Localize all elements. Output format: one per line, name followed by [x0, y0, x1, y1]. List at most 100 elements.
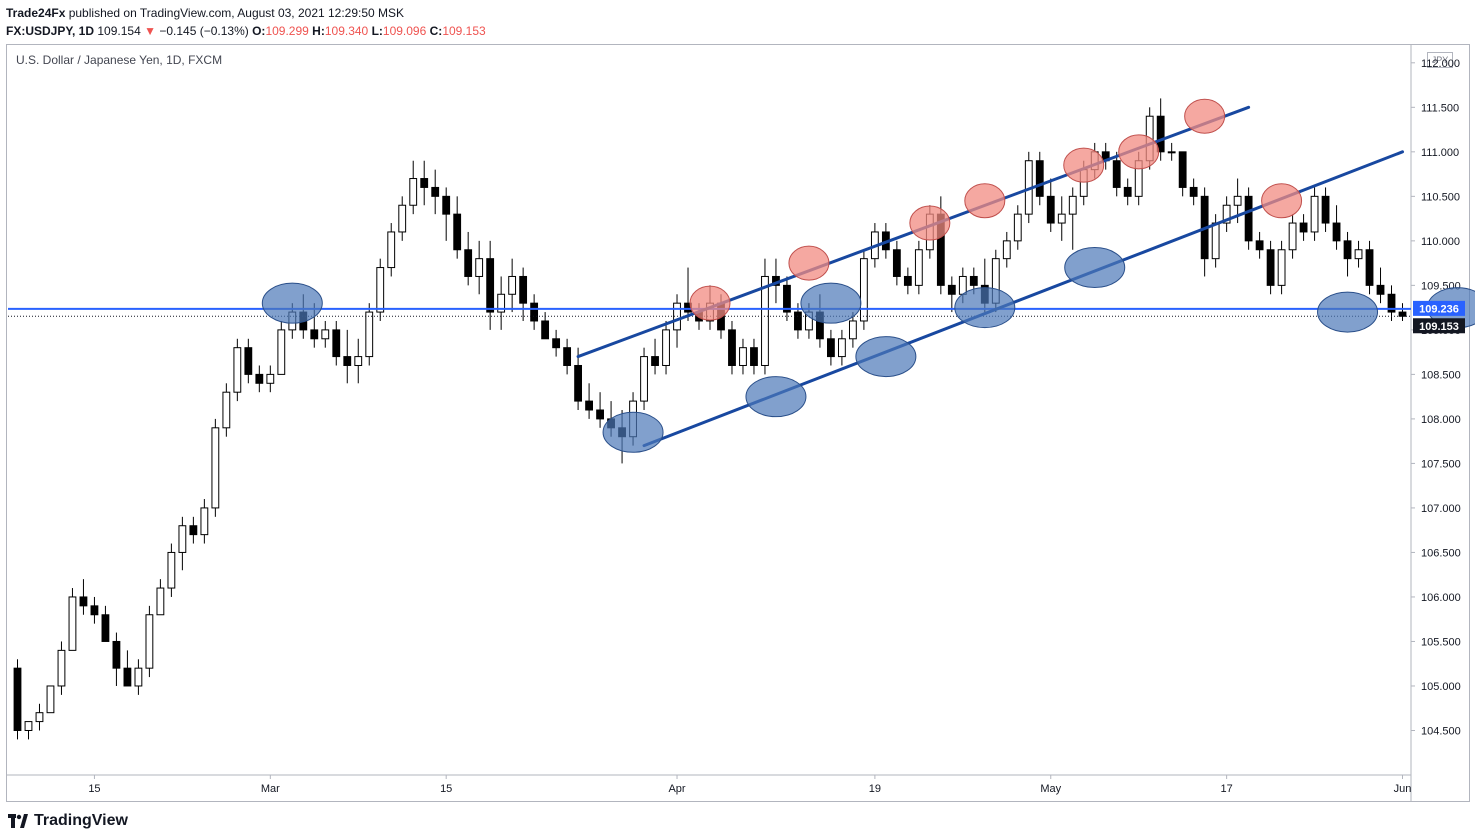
time-tick-label: 17	[1221, 783, 1233, 795]
publish-info: published on TradingView.com, August 03,…	[65, 6, 405, 20]
candle-body	[508, 275, 517, 295]
candle-body	[1398, 311, 1407, 317]
candle-body	[365, 311, 374, 358]
resistance-ellipse[interactable]	[1261, 183, 1303, 219]
candle-body	[398, 204, 407, 233]
candle-body	[24, 721, 33, 731]
support-ellipse[interactable]	[602, 411, 664, 453]
candle-body	[563, 347, 572, 366]
chart-title: U.S. Dollar / Japanese Yen, 1D, FXCM	[16, 53, 223, 67]
support-ellipse[interactable]	[954, 287, 1016, 329]
candle-body	[761, 275, 769, 366]
price-tick-label: 106.000	[1421, 592, 1461, 604]
candle-body	[1365, 249, 1374, 286]
candle-body	[453, 213, 462, 251]
price-axis-badge-label: 109.153	[1419, 321, 1459, 333]
brand-name: TradingView	[34, 812, 128, 829]
candle-body	[1343, 240, 1352, 260]
candle-body	[1002, 240, 1011, 260]
candle-body	[596, 409, 604, 420]
candle-body	[354, 356, 363, 366]
candle-body	[1299, 222, 1308, 233]
ohlc-line: FX:USDJPY, 1D 109.154 ▼ −0.145 (−0.13%) …	[6, 22, 486, 40]
support-ellipse[interactable]	[745, 376, 807, 418]
candle-body	[200, 507, 209, 536]
candle-body	[409, 178, 418, 206]
candle-body	[266, 373, 275, 384]
price-tick-label: 111.000	[1421, 147, 1459, 159]
candle-body	[1123, 186, 1132, 197]
change-arrow-icon: ▼	[144, 24, 156, 38]
candle-body	[156, 587, 165, 616]
candle-body	[211, 427, 220, 509]
candle-body	[321, 329, 330, 340]
candle-body	[1046, 195, 1055, 224]
price-axis-badge	[1413, 300, 1465, 316]
resistance-ellipse[interactable]	[964, 183, 1006, 219]
candle-body	[68, 596, 77, 651]
candle-body	[442, 195, 451, 215]
candle-body	[431, 186, 440, 197]
candle-body	[552, 338, 561, 349]
candle-body	[1266, 249, 1275, 286]
candle-body	[486, 258, 495, 313]
candle-body	[827, 338, 835, 358]
chart-frame[interactable]	[6, 44, 1470, 802]
support-ellipse[interactable]	[855, 336, 917, 378]
candle-body	[1112, 160, 1121, 188]
resistance-ellipse[interactable]	[1184, 98, 1226, 134]
low-label: L:	[371, 24, 383, 38]
candle-body	[343, 356, 352, 366]
support-ellipse[interactable]	[800, 282, 862, 324]
close-label: C:	[429, 24, 443, 38]
candle-body	[958, 275, 967, 295]
candle-body	[541, 320, 550, 340]
resistance-ellipse[interactable]	[1063, 147, 1105, 183]
candle-body	[475, 258, 484, 277]
candle-body	[574, 364, 583, 402]
price-tick-label: 105.500	[1421, 636, 1461, 648]
candle-body	[1178, 151, 1187, 188]
candle-body	[1255, 240, 1264, 251]
support-ellipse[interactable]	[1064, 247, 1126, 289]
candle-body	[848, 320, 857, 340]
resistance-ellipse[interactable]	[689, 285, 731, 321]
low-value: 109.096	[382, 24, 427, 38]
resistance-ellipse[interactable]	[1118, 134, 1160, 170]
currency-tag[interactable]: JPY	[1427, 52, 1453, 68]
candle-body	[255, 373, 264, 384]
candle-body	[222, 391, 231, 429]
price-tick-label: 110.500	[1421, 191, 1460, 203]
candle-body	[233, 347, 242, 393]
candle-body	[310, 329, 319, 340]
candle-body	[1057, 213, 1066, 224]
price-tick-label: 106.500	[1421, 547, 1461, 559]
resistance-ellipse[interactable]	[788, 245, 830, 281]
author-name[interactable]: Trade24Fx	[6, 6, 66, 20]
resistance-ellipse[interactable]	[909, 205, 951, 241]
candle-body	[1156, 115, 1165, 153]
candle-body	[57, 649, 66, 687]
tradingview-logo[interactable]: TradingView	[8, 812, 128, 830]
candle-body	[1035, 160, 1044, 197]
price-tick-label: 108.500	[1421, 369, 1461, 381]
candle-body	[464, 249, 473, 277]
price-tick-label: 111.500	[1421, 102, 1459, 114]
candle-body	[947, 284, 956, 295]
support-ellipse[interactable]	[1317, 291, 1379, 333]
candle-body	[750, 347, 758, 366]
support-ellipse[interactable]	[261, 282, 323, 324]
close-value: 109.153	[442, 24, 486, 38]
candle-body	[530, 302, 539, 322]
candle-body	[794, 311, 802, 331]
candle-body	[519, 275, 528, 304]
candle-body	[892, 249, 901, 277]
time-tick-label: May	[1040, 783, 1061, 795]
last-price: 109.154	[97, 24, 141, 38]
time-tick-label: 19	[869, 783, 881, 795]
candle-body	[178, 525, 187, 553]
chart-header: Trade24Fx published on TradingView.com, …	[6, 4, 486, 40]
time-tick-label: 15	[440, 783, 452, 795]
high-value: 109.340	[324, 24, 369, 38]
